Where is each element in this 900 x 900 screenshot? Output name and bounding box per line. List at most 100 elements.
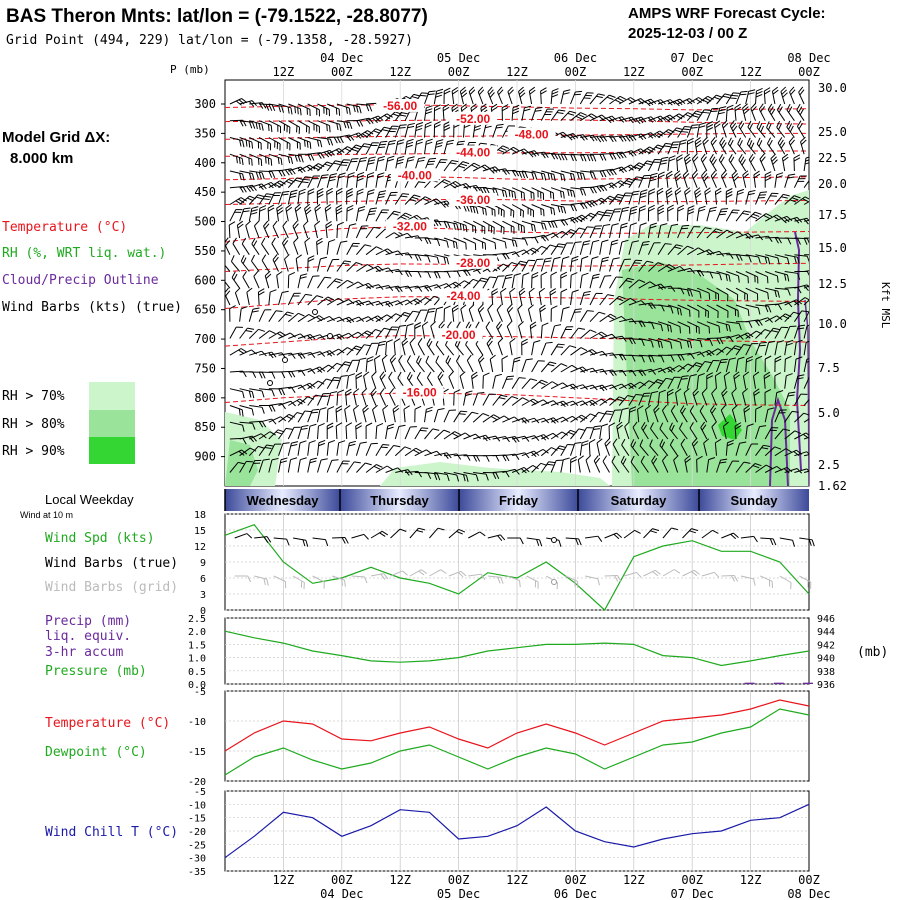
barb-staff xyxy=(745,91,750,105)
wind-barb xyxy=(550,170,566,182)
wind-barb xyxy=(521,105,531,121)
wind-barb xyxy=(453,182,472,190)
barb-staff xyxy=(414,141,418,155)
barb-feather xyxy=(425,121,432,125)
barb-feather xyxy=(520,191,523,199)
barb-staff xyxy=(788,142,795,155)
barb-feather xyxy=(287,156,291,164)
barb-staff xyxy=(239,184,253,189)
barb-staff xyxy=(258,181,272,189)
barb-staff xyxy=(472,124,476,138)
barb-feather xyxy=(444,87,451,92)
barb-staff xyxy=(777,109,786,121)
barb-feather xyxy=(556,112,564,114)
barb-feather xyxy=(502,145,510,149)
barb-feather xyxy=(772,89,779,95)
barb-feather xyxy=(306,141,309,148)
barb-feather xyxy=(328,178,336,182)
barb-staff xyxy=(531,108,537,121)
barb-feather xyxy=(753,170,760,176)
barb-feather xyxy=(682,128,690,131)
barb-feather xyxy=(328,109,330,117)
barb-feather xyxy=(473,162,481,167)
wind-barb xyxy=(716,93,732,105)
barb-feather xyxy=(739,156,745,163)
barb-feather xyxy=(690,127,698,129)
barb-staff xyxy=(335,425,338,440)
barb-feather xyxy=(397,158,404,162)
barb-feather xyxy=(797,180,805,182)
barb-feather xyxy=(508,189,511,197)
barb-feather xyxy=(646,160,654,163)
barb-staff xyxy=(267,208,270,222)
barb-feather xyxy=(377,158,385,162)
barb-staff xyxy=(657,99,671,105)
barb-staff xyxy=(786,109,795,121)
barb-staff xyxy=(677,141,681,155)
barb-feather xyxy=(592,172,597,179)
barb-feather xyxy=(435,94,443,98)
barb-staff xyxy=(560,91,565,105)
barb-feather xyxy=(257,141,260,149)
wind-barb xyxy=(781,153,789,172)
barb-feather xyxy=(691,115,699,118)
barb-staff xyxy=(776,126,786,138)
barb-staff xyxy=(560,187,574,192)
barb-feather xyxy=(530,191,532,199)
barb-staff xyxy=(249,183,262,189)
barb-feather xyxy=(443,106,450,112)
barb-feather xyxy=(300,155,304,163)
barb-feather xyxy=(396,161,404,165)
barb-feather xyxy=(779,139,784,146)
barb-staff xyxy=(734,107,737,121)
barb-staff xyxy=(666,174,669,188)
cloud-outline-lower xyxy=(769,396,789,486)
wind-barb xyxy=(385,191,398,205)
barb-feather xyxy=(572,190,576,198)
barb-feather xyxy=(788,106,793,113)
barb-feather xyxy=(780,86,787,92)
barb-staff xyxy=(725,107,728,121)
barb-staff xyxy=(404,124,409,138)
barb-feather xyxy=(484,208,487,216)
wind-barb xyxy=(521,187,535,200)
barb-feather xyxy=(398,127,406,129)
barb-feather xyxy=(778,123,782,130)
barb-feather xyxy=(798,86,804,93)
wind-barb xyxy=(796,103,805,121)
barb-feather xyxy=(778,106,783,113)
wind-barb xyxy=(288,103,302,116)
barb-feather xyxy=(447,139,455,143)
barb-feather xyxy=(264,195,272,198)
barb-feather xyxy=(570,204,575,212)
barb-feather xyxy=(469,89,476,95)
barb-feather xyxy=(271,104,276,112)
barb-staff xyxy=(609,135,623,138)
barb-feather xyxy=(406,144,413,148)
barb-staff xyxy=(570,112,581,122)
wind-barb xyxy=(492,187,508,198)
barb-feather xyxy=(814,269,818,275)
barb-feather xyxy=(676,99,683,106)
barb-feather xyxy=(495,126,503,129)
wind-barb xyxy=(759,153,766,172)
barb-staff xyxy=(463,184,477,189)
barb-feather xyxy=(379,190,387,193)
barb-staff xyxy=(249,120,262,125)
barb-staff xyxy=(385,192,392,205)
barb-feather xyxy=(349,122,353,130)
barb-staff xyxy=(727,143,737,155)
barb-feather xyxy=(481,106,488,112)
barb-feather xyxy=(339,172,346,176)
barb-staff xyxy=(798,92,805,105)
barb-feather xyxy=(240,197,247,202)
barb-feather xyxy=(469,141,476,144)
wind-barb xyxy=(239,153,253,166)
barb-feather xyxy=(756,137,761,145)
barb-feather xyxy=(474,124,482,129)
top-tick-label: 00Z xyxy=(448,65,470,79)
wind-barb xyxy=(719,137,727,155)
barb-staff xyxy=(540,108,548,121)
barb-staff xyxy=(502,146,514,155)
barb-feather xyxy=(710,156,716,163)
